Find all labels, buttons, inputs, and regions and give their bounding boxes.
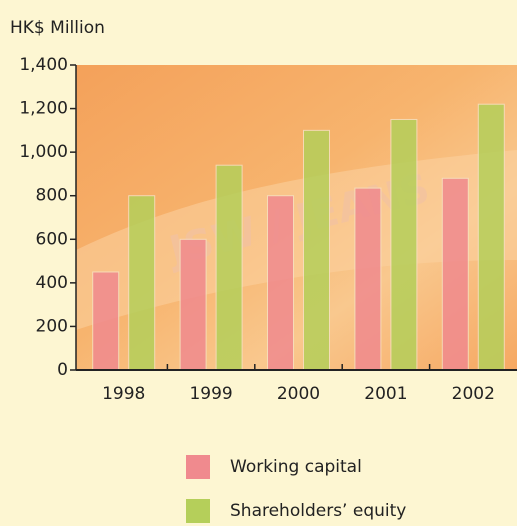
legend-swatch [186, 455, 210, 479]
legend-swatch [186, 499, 210, 523]
y-axis-title: HK$ Million [10, 18, 105, 38]
x-tick-label: 1999 [189, 384, 232, 404]
bar [304, 130, 330, 370]
legend-label: Working capital [230, 457, 362, 477]
bar [478, 104, 504, 370]
y-tick-label: 800 [36, 186, 68, 206]
y-tick-label: 200 [36, 316, 68, 336]
chart: HK$ Million JSW / JEANS 02004006008001,0… [0, 0, 517, 526]
x-tick-label: 2001 [364, 384, 407, 404]
x-tick-label: 2000 [277, 384, 320, 404]
bar [216, 165, 242, 370]
y-tick-label: 600 [36, 229, 68, 249]
bar [391, 119, 417, 370]
bar [355, 188, 381, 370]
x-tick-label: 2002 [452, 384, 495, 404]
y-tick-label: 400 [36, 273, 68, 293]
bar [129, 196, 155, 370]
bar [268, 196, 294, 370]
legend-label: Shareholders’ equity [230, 501, 406, 521]
bar [180, 239, 206, 370]
bar [442, 178, 468, 370]
x-tick-label: 1998 [102, 384, 145, 404]
bar [93, 272, 119, 370]
y-tick-label: 0 [57, 360, 68, 380]
y-tick-label: 1,000 [19, 142, 68, 162]
y-tick-label: 1,200 [19, 99, 68, 119]
y-tick-label: 1,400 [19, 55, 68, 75]
